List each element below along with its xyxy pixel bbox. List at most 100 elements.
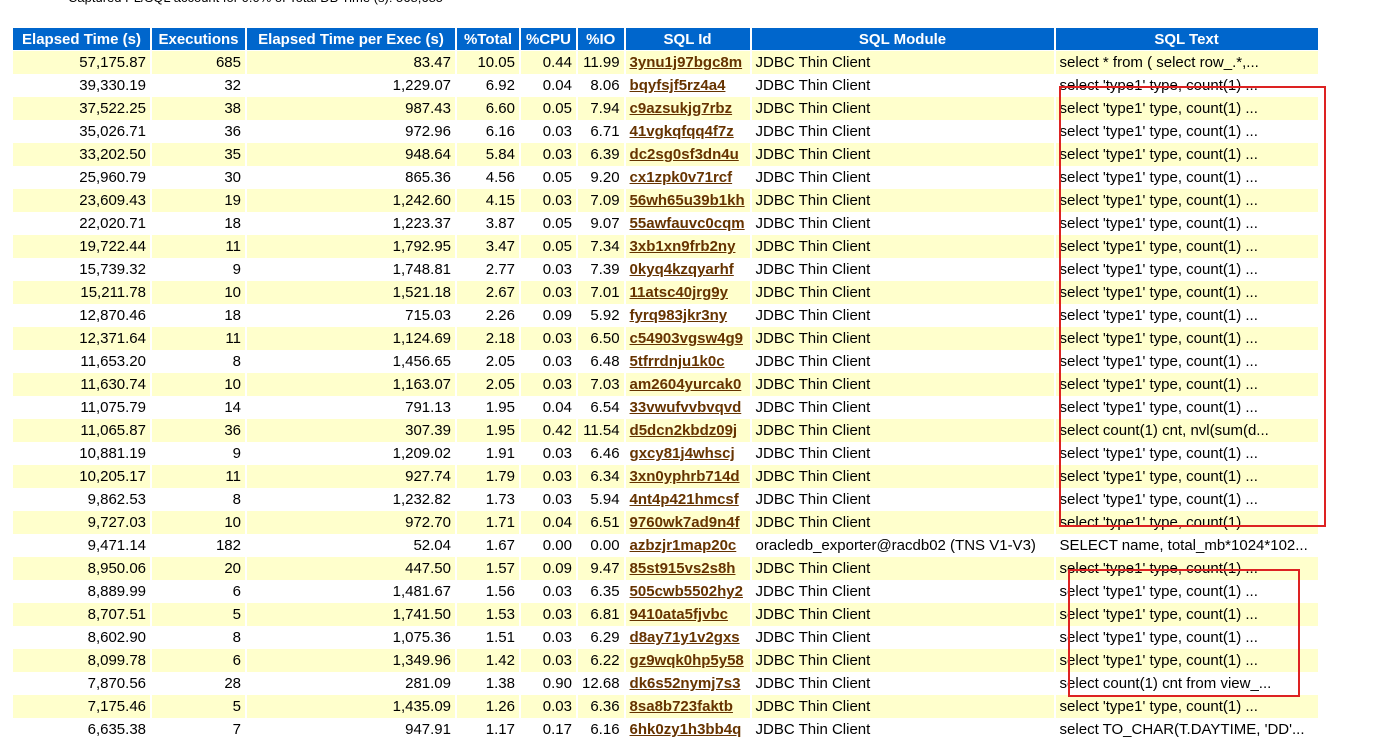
- sql-id-link[interactable]: 4nt4p421hmcsf: [629, 491, 739, 508]
- table-row: 9,862.53 8 1,232.82 1.73 0.03 5.94 4nt4p421hmc…: [13, 488, 1318, 511]
- sql-id-link[interactable]: dc2sg0sf3dn4u: [629, 146, 739, 163]
- cell-executions: 28: [152, 672, 245, 695]
- cell-executions: 35: [152, 143, 245, 166]
- cell-sql-module: JDBC Thin Client: [751, 258, 1054, 281]
- cell-pct-total: 5.84: [457, 143, 519, 166]
- cell-elapsed-per-exec: 947.91: [247, 718, 455, 741]
- cell-elapsed-per-exec: 1,124.69: [247, 327, 455, 350]
- cell-executions: 10: [152, 373, 245, 396]
- sql-id-link[interactable]: bqyfsjf5rz4a4: [629, 77, 726, 94]
- cell-sql-text: select 'type1' type, count(1) ...: [1055, 235, 1318, 258]
- table-row: 8,889.99 6 1,481.67 1.56 0.03 6.35 505cwb5502h…: [13, 580, 1318, 603]
- sql-id-link[interactable]: 9760wk7ad9n4f: [629, 514, 740, 531]
- cell-pct-total: 1.56: [457, 580, 519, 603]
- cell-executions: 11: [152, 327, 245, 350]
- cell-sql-text: select 'type1' type, count(1) ...: [1055, 603, 1318, 626]
- sql-id-link[interactable]: d5dcn2kbdz09j: [629, 422, 738, 439]
- cell-elapsed-time: 11,075.79: [13, 396, 150, 419]
- table-row: 15,211.78 10 1,521.18 2.67 0.03 7.01 11atsc40j…: [13, 281, 1318, 304]
- cell-sql-text: select 'type1' type, count(1) ...: [1055, 580, 1318, 603]
- cell-sql-module: JDBC Thin Client: [751, 718, 1054, 741]
- sql-id-link[interactable]: 11atsc40jrg9y: [629, 284, 728, 301]
- sql-id-link[interactable]: cx1zpk0v71rcf: [629, 169, 733, 186]
- sql-id-link[interactable]: gxcy81j4whscj: [629, 445, 735, 462]
- sql-id-link[interactable]: 85st915vs2s8h: [629, 560, 736, 577]
- cell-sql-id: 85st915vs2s8h: [625, 557, 750, 580]
- cell-sql-id: 11atsc40jrg9y: [625, 281, 750, 304]
- cell-elapsed-time: 9,727.03: [13, 511, 150, 534]
- cell-sql-module: JDBC Thin Client: [751, 189, 1054, 212]
- cell-pct-cpu: 0.44: [521, 51, 576, 74]
- cell-pct-cpu: 0.05: [521, 212, 576, 235]
- cell-sql-id: 5tfrrdnju1k0c: [625, 350, 750, 373]
- sql-id-link[interactable]: gz9wqk0hp5y58: [629, 652, 744, 669]
- sql-id-link[interactable]: 41vgkqfqq4f7z: [629, 123, 734, 140]
- cell-elapsed-time: 33,202.50: [13, 143, 150, 166]
- sql-id-link[interactable]: fyrq983jkr3ny: [629, 307, 728, 324]
- table-row: 22,020.71 18 1,223.37 3.87 0.05 9.07 55awfauvc…: [13, 212, 1318, 235]
- table-row: 11,075.79 14 791.13 1.95 0.04 6.54 33vwufvvbvq…: [13, 396, 1318, 419]
- cell-sql-text: select 'type1' type, count(1) ...: [1055, 120, 1318, 143]
- cell-pct-total: 2.05: [457, 350, 519, 373]
- col-header-executions: Executions: [152, 28, 245, 51]
- cell-sql-module: JDBC Thin Client: [751, 626, 1054, 649]
- table-row: 7,870.56 28 281.09 1.38 0.90 12.68 dk6s52nymj7…: [13, 672, 1318, 695]
- sql-id-link[interactable]: dk6s52nymj7s3: [629, 675, 741, 692]
- cell-pct-cpu: 0.05: [521, 97, 576, 120]
- sql-id-link[interactable]: 8sa8b723faktb: [629, 698, 733, 715]
- cell-elapsed-time: 9,862.53: [13, 488, 150, 511]
- sql-id-link[interactable]: d8ay71y1v2gxs: [629, 629, 740, 646]
- cell-sql-text: select 'type1' type, count(1) ...: [1055, 212, 1318, 235]
- sql-id-link[interactable]: 56wh65u39b1kh: [629, 192, 745, 209]
- cell-executions: 8: [152, 488, 245, 511]
- cell-executions: 32: [152, 74, 245, 97]
- cell-elapsed-time: 8,889.99: [13, 580, 150, 603]
- sql-id-link[interactable]: 9410ata5fjvbc: [629, 606, 728, 623]
- table-row: 12,371.64 11 1,124.69 2.18 0.03 6.50 c54903vgs…: [13, 327, 1318, 350]
- cell-sql-text: select count(1) cnt from view_...: [1055, 672, 1318, 695]
- sql-id-link[interactable]: c54903vgsw4g9: [629, 330, 743, 347]
- sql-id-link[interactable]: 505cwb5502hy2: [629, 583, 743, 600]
- cell-sql-id: dk6s52nymj7s3: [625, 672, 750, 695]
- sql-id-link[interactable]: c9azsukjg7rbz: [629, 100, 733, 117]
- sql-id-link[interactable]: am2604yurcak0: [629, 376, 742, 393]
- cell-sql-id: 33vwufvvbvqvd: [625, 396, 750, 419]
- cell-elapsed-per-exec: 52.04: [247, 534, 455, 557]
- table-row: 11,065.87 36 307.39 1.95 0.42 11.54 d5dcn2kbdz…: [13, 419, 1318, 442]
- sql-id-link[interactable]: 33vwufvvbvqvd: [629, 399, 742, 416]
- cell-sql-module: JDBC Thin Client: [751, 327, 1054, 350]
- cell-elapsed-per-exec: 972.96: [247, 120, 455, 143]
- cell-sql-module: JDBC Thin Client: [751, 281, 1054, 304]
- sql-id-link[interactable]: 6hk0zy1h3bb4q: [629, 721, 742, 738]
- sql-id-link[interactable]: 3xb1xn9frb2ny: [629, 238, 736, 255]
- cell-executions: 19: [152, 189, 245, 212]
- sql-ordered-by-elapsed-time-table: Elapsed Time (s) Executions Elapsed Time…: [11, 28, 1320, 741]
- cell-pct-cpu: 0.03: [521, 442, 576, 465]
- cell-pct-cpu: 0.03: [521, 120, 576, 143]
- cell-executions: 182: [152, 534, 245, 557]
- cell-sql-id: fyrq983jkr3ny: [625, 304, 750, 327]
- cell-pct-total: 1.95: [457, 419, 519, 442]
- cell-executions: 6: [152, 649, 245, 672]
- cell-pct-total: 2.18: [457, 327, 519, 350]
- cell-executions: 5: [152, 695, 245, 718]
- cell-pct-cpu: 0.04: [521, 74, 576, 97]
- table-row: 8,099.78 6 1,349.96 1.42 0.03 6.22 gz9wqk0hp5y…: [13, 649, 1318, 672]
- cell-pct-io: 9.20: [578, 166, 624, 189]
- cell-pct-total: 1.26: [457, 695, 519, 718]
- cell-sql-id: azbzjr1map20c: [625, 534, 750, 557]
- sql-id-link[interactable]: 55awfauvc0cqm: [629, 215, 745, 232]
- sql-id-link[interactable]: 0kyq4kzqyarhf: [629, 261, 734, 278]
- cell-sql-module: JDBC Thin Client: [751, 465, 1054, 488]
- cell-executions: 9: [152, 442, 245, 465]
- table-row: 23,609.43 19 1,242.60 4.15 0.03 7.09 56wh65u39…: [13, 189, 1318, 212]
- sql-id-link[interactable]: 3xn0yphrb714d: [629, 468, 740, 485]
- sql-id-link[interactable]: azbzjr1map20c: [629, 537, 737, 554]
- cell-elapsed-time: 11,630.74: [13, 373, 150, 396]
- cell-pct-io: 7.94: [578, 97, 624, 120]
- cell-sql-id: gxcy81j4whscj: [625, 442, 750, 465]
- cell-pct-cpu: 0.03: [521, 143, 576, 166]
- sql-id-link[interactable]: 5tfrrdnju1k0c: [629, 353, 725, 370]
- sql-id-link[interactable]: 3ynu1j97bgc8m: [629, 54, 743, 71]
- cell-elapsed-time: 9,471.14: [13, 534, 150, 557]
